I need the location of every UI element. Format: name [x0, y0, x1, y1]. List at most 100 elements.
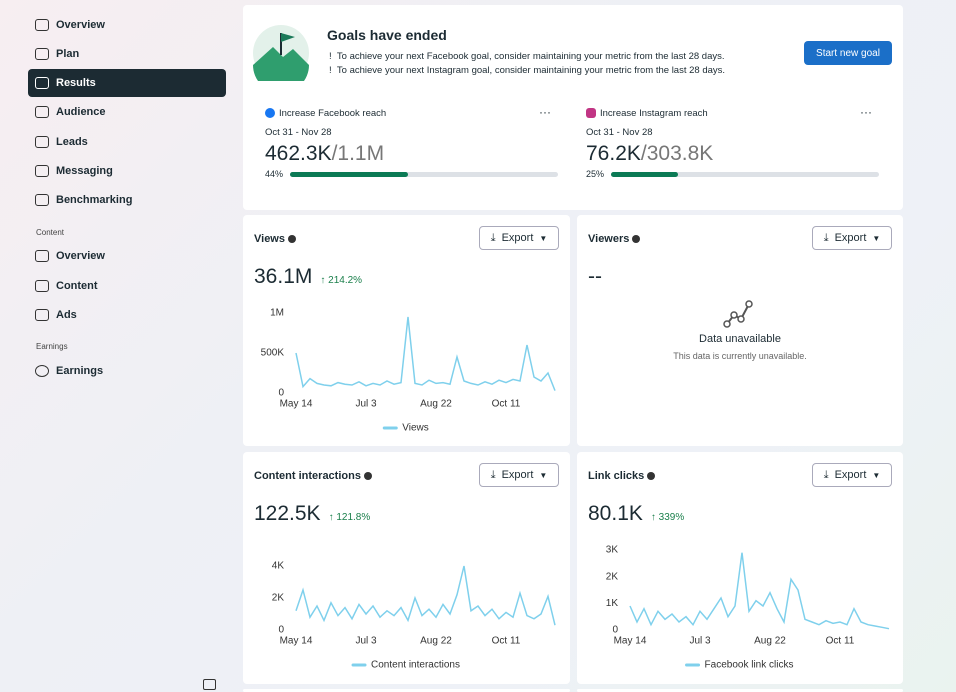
empty-text: This data is currently unavailable.: [673, 351, 807, 361]
goal: Increase Instagram reach ··· Oct 31 - Nov …: [586, 105, 882, 185]
progress-bar: [290, 172, 408, 177]
download-icon: ⤓: [823, 468, 829, 481]
x-tick-label: Aug 22: [754, 636, 786, 647]
nav-item[interactable]: Ads: [28, 301, 226, 329]
x-tick-label: Oct 11: [826, 636, 855, 647]
x-tick-label: May 14: [280, 399, 313, 410]
goal-current: 76.2K: [586, 142, 641, 165]
series-line: [629, 552, 890, 630]
chart: 0 1K 2K 3K May 14 Jul 3 Aug 22 Oct 11 Facebook l…: [606, 545, 890, 671]
export-button[interactable]: ⤓ Export ▼: [812, 463, 892, 487]
nav-label: Content: [56, 280, 98, 292]
y-tick-label: 500K: [261, 348, 285, 359]
x-tick-label: Jul 3: [355, 636, 377, 647]
nav-label: Ads: [56, 309, 77, 321]
more-icon: ···: [860, 105, 872, 119]
up-arrow: ↑: [328, 512, 337, 523]
x-tick-label: Oct 11: [492, 636, 521, 647]
note-text: To achieve your next Facebook goal, cons…: [336, 51, 725, 62]
metric-change: ↑ 214.2%: [320, 275, 362, 286]
metric-value: --: [588, 265, 602, 289]
series-line: [295, 565, 556, 626]
card-edge: [577, 689, 903, 692]
section-heading: Earnings: [36, 342, 68, 351]
metric-text: 36.1M: [254, 265, 313, 288]
nav-label: Overview: [56, 250, 105, 262]
x-tick-label: Jul 3: [689, 636, 711, 647]
nav-item[interactable]: Earnings: [28, 357, 226, 385]
goal-dates: Oct 31 - Nov 28: [265, 127, 332, 138]
info-icon: [647, 472, 656, 480]
x-tick-label: Jul 3: [355, 399, 377, 410]
progress-bar: [611, 172, 678, 177]
card-title-text: Content interactions: [254, 470, 361, 482]
nav-label: Results: [56, 77, 96, 89]
nav-label: Plan: [56, 48, 80, 60]
card-title: Viewers: [588, 233, 641, 245]
nav-item[interactable]: Benchmarking: [28, 186, 226, 214]
y-tick-label: 0: [612, 625, 618, 636]
section-heading: Content: [36, 228, 65, 237]
change-text: 121.8%: [336, 512, 371, 523]
metric-change: ↑ 121.8%: [329, 512, 371, 523]
nav-item[interactable]: Messaging: [28, 157, 226, 185]
legend-label: Facebook link clicks: [705, 660, 794, 671]
card-title-text: Views: [254, 233, 285, 245]
y-tick-label: 4K: [272, 561, 285, 572]
export-label: Export: [501, 232, 534, 244]
nav-item[interactable]: Content: [28, 272, 226, 300]
nav-label: Audience: [56, 106, 106, 118]
nav-item[interactable]: Leads: [28, 128, 226, 156]
caret: ▼: [539, 470, 548, 480]
change-text: 214.2%: [328, 275, 363, 286]
progress-track: [611, 172, 879, 177]
x-tick-label: May 14: [280, 636, 313, 647]
start-goal-button[interactable]: Start new goal: [804, 41, 892, 65]
caret: ▼: [872, 233, 881, 243]
caret: ▼: [872, 470, 881, 480]
export-button[interactable]: ⤓ Export ▼: [812, 226, 892, 250]
goal-current: 462.3K: [265, 142, 332, 165]
legend-label: Views: [402, 423, 429, 434]
metric-card: Content interactions ⤓ Export ▼ 122.5K ↑ 121.…: [243, 452, 570, 684]
nav-item[interactable]: Overview: [28, 11, 226, 39]
nav-item[interactable]: Overview: [28, 242, 226, 270]
nav-label: Messaging: [56, 165, 113, 177]
goal-illustration: [253, 25, 309, 81]
goal-note: ! To achieve your next Instagram goal, c…: [329, 65, 726, 76]
download-icon: ⤓: [823, 231, 829, 244]
goal-value: 462.3K/1.1M: [265, 142, 384, 166]
icon: [723, 300, 753, 328]
card-title: Link clicks: [588, 470, 656, 482]
empty-title: Data unavailable: [699, 333, 781, 345]
collapse-icon[interactable]: [203, 679, 216, 690]
chart: 0 2K 4K May 14 Jul 3 Aug 22 Oct 11 Content inte…: [272, 561, 556, 671]
y-tick-label: 0: [278, 625, 284, 636]
nav-item[interactable]: Results: [28, 69, 226, 97]
nav-label: Overview: [56, 19, 105, 31]
metric-card: Link clicks ⤓ Export ▼ 80.1K ↑ 339% 0 1K 2K 3K May…: [577, 452, 903, 684]
card-title: Views: [254, 233, 296, 245]
y-tick-label: 2K: [272, 593, 285, 604]
metric-text: 122.5K: [254, 502, 321, 525]
info-icon: [363, 472, 372, 480]
chart: 0 500K 1M May 14 Jul 3 Aug 22 Oct 11 Views: [261, 308, 556, 434]
x-tick-label: Oct 11: [492, 399, 521, 410]
legend-label: Content interactions: [371, 660, 460, 671]
progress-track: [290, 172, 558, 177]
nav-item[interactable]: Plan: [28, 40, 226, 68]
goals-title: Goals have ended: [327, 27, 447, 43]
y-tick-label: 1K: [606, 598, 619, 609]
metric-value: 80.1K ↑ 339%: [588, 502, 684, 526]
export-button[interactable]: ⤓ Export ▼: [479, 226, 559, 250]
nav-label: Benchmarking: [56, 194, 133, 206]
metric-change: ↑ 339%: [651, 512, 684, 523]
nav-item[interactable]: Audience: [28, 98, 226, 126]
goal-dates: Oct 31 - Nov 28: [586, 127, 653, 138]
goal-name: Increase Facebook reach: [279, 108, 387, 119]
export-button[interactable]: ⤓ Export ▼: [479, 463, 559, 487]
x-tick-label: Aug 22: [420, 399, 452, 410]
y-tick-label: 1M: [270, 308, 284, 319]
y-tick-label: 2K: [606, 571, 619, 582]
goal-note: ! To achieve your next Facebook goal, co…: [329, 51, 725, 62]
